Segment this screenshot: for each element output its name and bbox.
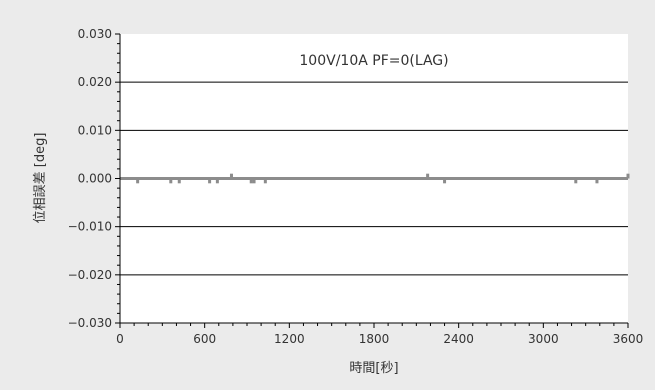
x-tick-label: 1800 [359, 332, 390, 346]
y-axis-title: 位相誤差 [deg] [32, 133, 48, 224]
chart-annotation: 100V/10A PF=0(LAG) [299, 53, 448, 69]
y-tick-label: 0.030 [78, 27, 112, 41]
x-tick-label: 2400 [443, 332, 474, 346]
y-tick-label: 0.020 [78, 75, 112, 89]
y-tick-label: 0.000 [78, 172, 112, 186]
data-series [118, 173, 630, 184]
y-tick-label: −0.010 [68, 220, 112, 234]
x-tick-label: 600 [193, 332, 216, 346]
x-axis-title: 時間[秒] [349, 361, 398, 376]
x-tick-label: 3600 [613, 332, 644, 346]
y-tick-label: −0.020 [68, 268, 112, 282]
x-tick-label: 1200 [274, 332, 305, 346]
y-tick-label: 0.010 [78, 123, 112, 137]
x-tick-label: 0 [116, 332, 124, 346]
y-tick-label: −0.030 [68, 316, 112, 330]
axis-ticks: 0.030 0.020 0.010 0.000 −0.010 −0.020 −0.030 0 6… [68, 27, 644, 346]
x-tick-label: 3000 [528, 332, 559, 346]
